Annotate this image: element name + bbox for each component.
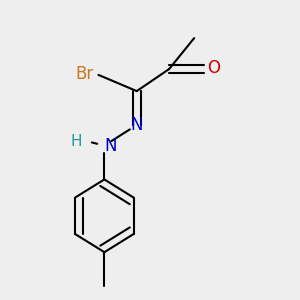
Text: Br: Br bbox=[76, 65, 94, 83]
Text: N: N bbox=[130, 116, 143, 134]
Text: O: O bbox=[207, 59, 220, 77]
Text: H: H bbox=[71, 134, 82, 149]
Text: N: N bbox=[104, 136, 117, 154]
